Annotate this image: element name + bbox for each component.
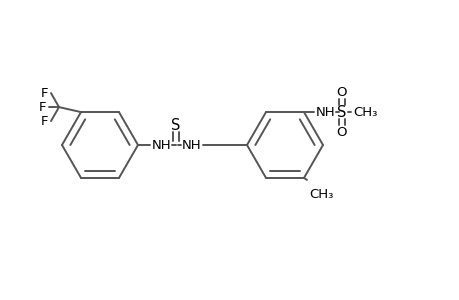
Text: F: F (41, 87, 49, 100)
Text: NH: NH (151, 139, 171, 152)
Text: F: F (39, 100, 47, 114)
Text: NH: NH (182, 139, 201, 152)
Text: F: F (41, 115, 49, 128)
Text: CH₃: CH₃ (308, 188, 333, 201)
Text: S: S (336, 105, 346, 120)
Text: S: S (171, 118, 180, 133)
Text: CH₃: CH₃ (352, 106, 376, 118)
Text: O: O (336, 126, 347, 139)
Text: NH: NH (315, 106, 335, 118)
Text: O: O (336, 85, 347, 99)
